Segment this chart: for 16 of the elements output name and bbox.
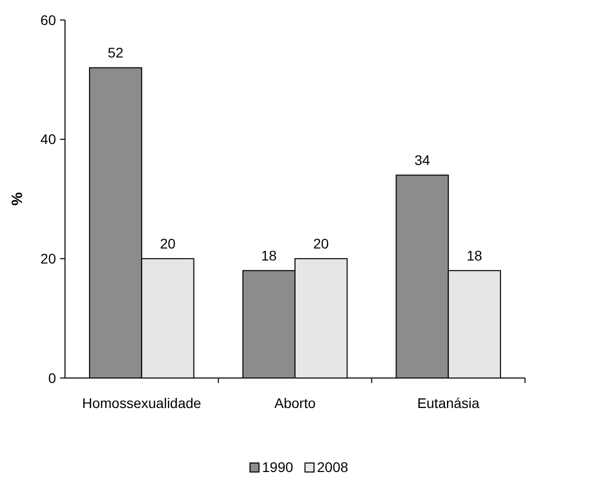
x-tick-label: Aborto	[274, 395, 316, 411]
data-label: 18	[261, 248, 277, 264]
y-axis-title: %	[9, 192, 26, 206]
x-tick-label: Homossexualidade	[82, 395, 202, 411]
y-tick-label: 60	[40, 12, 56, 28]
data-label: 52	[108, 44, 124, 61]
y-tick-label: 0	[48, 370, 56, 386]
legend-label: 1990	[262, 459, 294, 475]
x-tick-label: Eutanásia	[417, 395, 480, 411]
data-label: 34	[414, 152, 430, 168]
y-tick-label: 40	[40, 131, 56, 148]
legend-label: 2008	[317, 459, 348, 475]
data-label: 18	[466, 248, 482, 264]
data-label: 20	[313, 236, 330, 252]
y-tick-label: 20	[40, 250, 56, 267]
data-label: 20	[160, 236, 176, 252]
